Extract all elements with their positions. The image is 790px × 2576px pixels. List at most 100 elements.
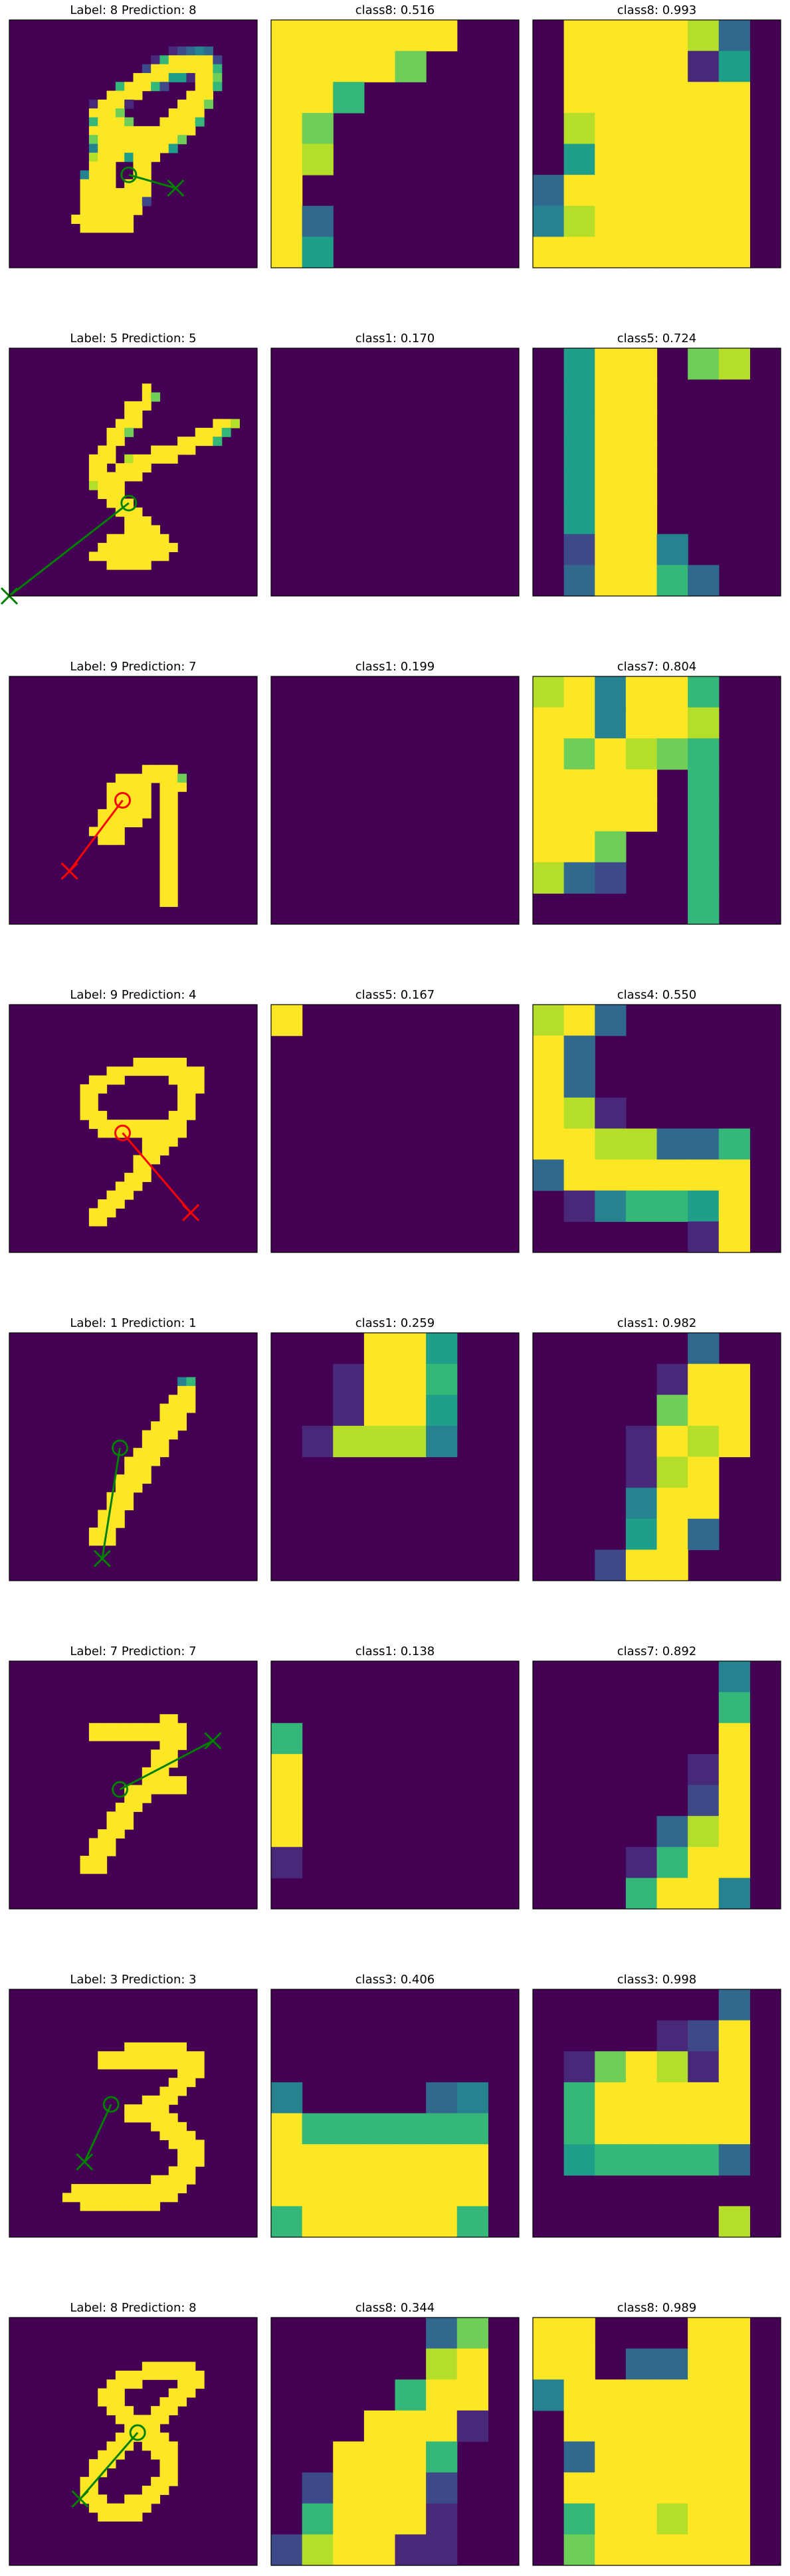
input-image-cell [88,463,98,473]
heatmap-right-cell [625,144,658,175]
input-image-cell [168,55,178,65]
input-image-cell [106,1075,116,1085]
input-image-cell [98,1084,108,1094]
input-image-cell [115,782,125,792]
input-image-cell [168,1057,178,1067]
heatmap-left-cell [271,2175,303,2207]
heatmap-right-cell [595,348,627,380]
heatmap-left-cell [302,2113,334,2145]
input-image-cell [168,1749,178,1759]
input-image-cell [151,82,161,92]
heatmap-left-cell [271,2144,303,2176]
heatmap-right-cell [656,1846,688,1878]
heatmap-right-cell [688,2144,720,2176]
input-image-cell [142,782,151,792]
input-image-cell [124,454,134,464]
input-image-cell [106,1066,116,1076]
heatmap-right-cell [595,2082,627,2114]
input-image-cell [98,161,108,171]
heatmap-left-cell [426,2534,458,2566]
heatmap-right-cell [625,738,658,770]
heatmap-left-cell [333,2441,365,2473]
input-image-cell [195,437,205,446]
heatmap-right-cell [563,1190,595,1222]
input-image-cell [168,782,178,792]
input-image-cell [124,1173,134,1183]
heatmap-left-cell [302,2144,334,2176]
input-image-cell [106,1811,116,1821]
heatmap-left-cell [456,2318,488,2349]
input-image-cell [186,2078,196,2088]
heatmap-right-cell [656,1190,688,1222]
input-image-cell [106,197,116,207]
panel-title: class1: 0.138 [355,1644,435,1658]
input-image-cell [168,2184,178,2193]
input-image-cell [186,2068,196,2078]
heatmap-right-cell [656,2472,688,2504]
input-image-cell [168,871,178,880]
input-image-cell [186,1084,196,1094]
input-image-cell [115,90,125,100]
input-image-cell [142,1173,151,1183]
heatmap-left-cell [271,1816,303,1848]
input-image-cell [221,419,231,429]
heatmap-left-cell [426,20,458,52]
input-image-cell [88,1723,98,1733]
input-image-cell [151,773,161,783]
heatmap-left-cell [395,2410,427,2442]
input-image-cell [159,2193,169,2203]
input-image-cell [88,2468,98,2478]
heatmap-right-cell [688,769,720,801]
input-image-cell [98,2193,108,2203]
heatmap-right-cell [625,410,658,442]
input-image-cell [195,99,205,109]
input-image-cell [151,2406,161,2416]
heatmap-right-cell [688,1753,720,1786]
heatmap-right-cell [625,175,658,207]
input-image-cell [88,551,98,561]
heatmap-left-cell [302,2503,334,2535]
input-image-cell [115,2193,125,2203]
input-image-cell [168,2095,178,2105]
input-image-cell [98,223,108,233]
heatmap-right-cell [656,1816,688,1848]
input-image-cell [133,2104,143,2114]
input-image-cell [98,809,108,819]
input-image-cell [98,2184,108,2193]
heatmap-left-cell [302,237,334,268]
heatmap-left-cell [456,2379,488,2411]
input-image-cell [106,560,116,570]
heatmap-right-cell [563,707,595,739]
heatmap-right-cell [688,831,720,863]
heatmap-right-cell [718,2503,750,2535]
heatmap-left-cell [363,2144,396,2176]
input-image-cell [142,1438,151,1448]
input-image-cell [124,197,134,207]
input-image-cell [195,46,205,56]
input-image-cell [106,445,116,455]
input-image-cell [159,2415,169,2425]
heatmap-right-cell [625,237,658,268]
heatmap-right-cell [563,2534,595,2566]
input-image-cell [159,880,169,890]
heatmap-right-cell [688,50,720,82]
panel-title: Label: 8 Prediction: 8 [70,2301,196,2315]
input-image-cell [115,551,125,561]
input-image-cell [186,55,196,65]
input-image-cell [106,818,116,828]
heatmap-left-cell [363,2503,396,2535]
input-image-cell [115,463,125,473]
input-image-cell [88,1120,98,1130]
input-image-cell [124,534,134,544]
input-image-cell [168,1714,178,1724]
input-image-cell [106,498,116,508]
input-image-cell [80,1084,90,1094]
heatmap-left-background [271,1661,519,1909]
heatmap-left-panel: class8: 0.344 [270,2301,520,2566]
heatmap-right-panel: class5: 0.724 [532,332,781,597]
input-image-cell [115,1181,125,1191]
input-image-cell [159,800,169,810]
input-image-cell [142,1723,151,1733]
input-image-cell [106,108,116,118]
heatmap-right-cell [533,175,565,207]
